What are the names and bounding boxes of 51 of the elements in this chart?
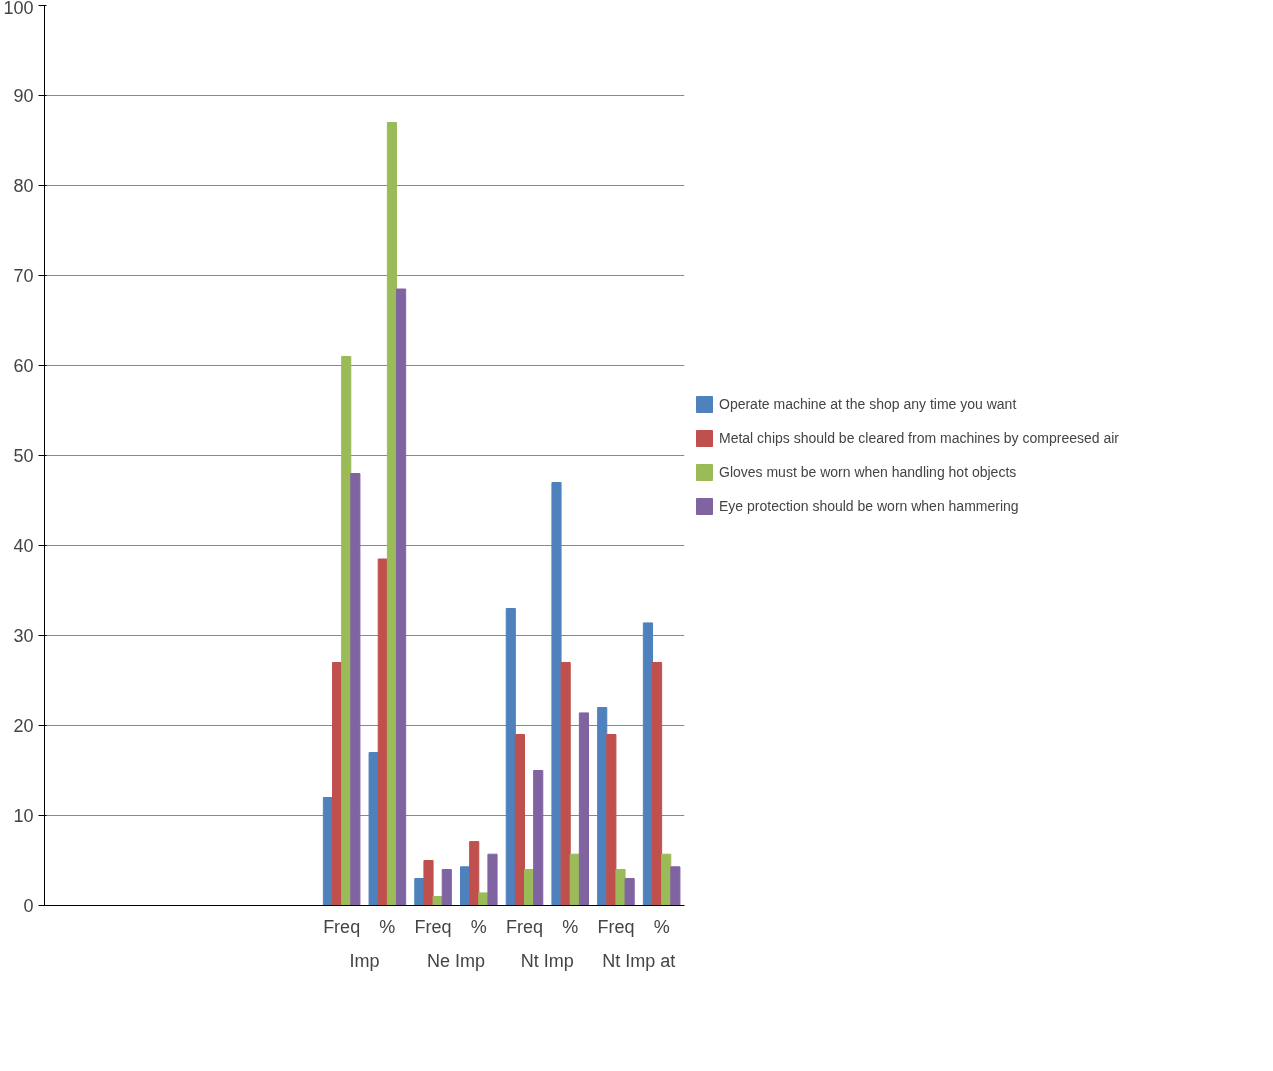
bar [661, 853, 672, 906]
y-tick-label: 40 [13, 536, 34, 556]
x-tick-label: % [470, 916, 487, 937]
x-tick-label: Freq [414, 916, 452, 937]
y-tick-label: 60 [13, 356, 34, 376]
y-tick-label: 50 [13, 446, 34, 466]
bar [505, 608, 516, 906]
text: Ne Imp [426, 950, 485, 971]
bar [670, 866, 681, 906]
bar [551, 482, 562, 906]
bar [341, 356, 352, 906]
bar [624, 878, 635, 906]
bar [469, 841, 480, 906]
y-tick-label: 20 [13, 716, 34, 736]
bar [487, 853, 498, 906]
x-tick-label: % [562, 916, 579, 937]
y-tick-label: 30 [13, 626, 34, 646]
x-tick-label: Freq [323, 916, 361, 937]
bar [514, 734, 525, 906]
text: Imp [349, 950, 380, 971]
legend-label: Gloves must be worn when handling hot objects [719, 464, 1017, 480]
legend-label: Metal chips should be cleared from machines by compreesed air [719, 430, 1119, 446]
x-tick-label: % [379, 916, 396, 937]
bar [368, 752, 379, 906]
y-tick-label: 100 [3, 0, 34, 18]
y-tick-label: 90 [13, 86, 34, 106]
y-tick-label: 10 [13, 806, 34, 826]
bar [533, 770, 544, 906]
bar [578, 712, 589, 906]
x-tick-label: Freq [597, 916, 635, 937]
bar [652, 662, 663, 906]
bar [615, 869, 626, 906]
bar [432, 896, 443, 906]
bar [386, 122, 397, 906]
y-tick-label: 80 [13, 176, 34, 196]
bar [423, 860, 434, 906]
text: Nt Imp [520, 950, 574, 971]
bar [350, 473, 361, 906]
bar [441, 869, 452, 906]
bar [597, 707, 608, 906]
bar [560, 662, 571, 906]
bar [642, 622, 653, 906]
legend-label: Operate machine at the shop any time you want [719, 396, 1017, 412]
x-tick-label: % [653, 916, 670, 937]
y-tick-label: 70 [13, 266, 34, 286]
x-tick-label: Freq [505, 916, 544, 937]
bar [606, 734, 617, 906]
bar [396, 288, 407, 906]
text: Nt Imp at [602, 950, 676, 971]
legend-label: Eye protection should be worn when hammering [719, 498, 1019, 514]
y-tick-label: 0 [23, 896, 34, 916]
